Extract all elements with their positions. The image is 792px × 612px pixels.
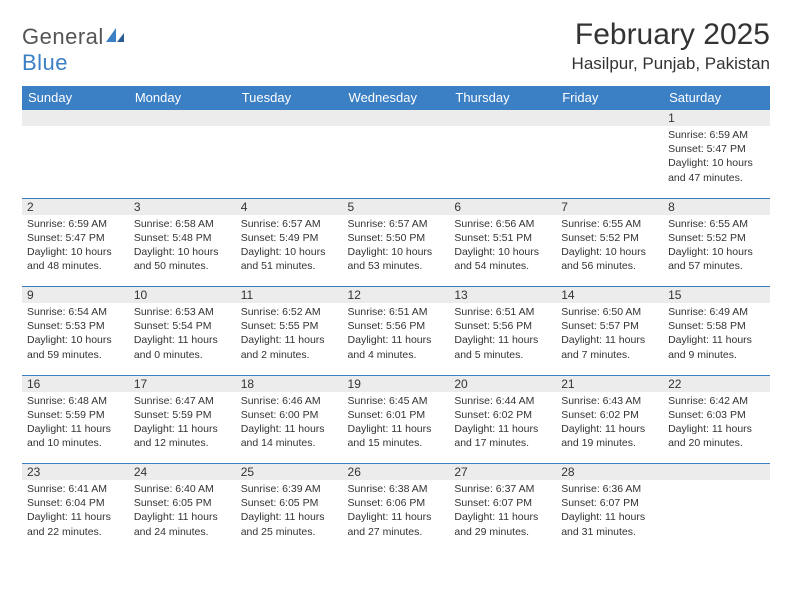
calendar-table: Sunday Monday Tuesday Wednesday Thursday… [22, 86, 770, 552]
day-number: 25 [236, 464, 343, 481]
day-number [449, 110, 556, 127]
brand-part2: Blue [22, 50, 68, 75]
day-details: Sunrise: 6:46 AM Sunset: 6:00 PM Dayligh… [236, 392, 343, 464]
day-number: 24 [129, 464, 236, 481]
day-number: 20 [449, 375, 556, 392]
dow-saturday: Saturday [663, 86, 770, 110]
day-number: 28 [556, 464, 663, 481]
dow-sunday: Sunday [22, 86, 129, 110]
brand-text: GeneralBlue [22, 24, 126, 76]
day-details: Sunrise: 6:51 AM Sunset: 5:56 PM Dayligh… [343, 303, 450, 375]
day-details: Sunrise: 6:45 AM Sunset: 6:01 PM Dayligh… [343, 392, 450, 464]
day-number: 2 [22, 198, 129, 215]
day-number: 22 [663, 375, 770, 392]
day-details: Sunrise: 6:50 AM Sunset: 5:57 PM Dayligh… [556, 303, 663, 375]
day-details: Sunrise: 6:54 AM Sunset: 5:53 PM Dayligh… [22, 303, 129, 375]
day-details: Sunrise: 6:59 AM Sunset: 5:47 PM Dayligh… [663, 126, 770, 198]
day-number: 19 [343, 375, 450, 392]
day-details [343, 126, 450, 198]
sail-icon [104, 24, 126, 50]
day-number: 15 [663, 287, 770, 304]
day-details [663, 480, 770, 552]
day-number: 27 [449, 464, 556, 481]
page-title: February 2025 [572, 18, 770, 52]
day-number: 18 [236, 375, 343, 392]
day-number: 5 [343, 198, 450, 215]
day-number [343, 110, 450, 127]
day-details: Sunrise: 6:44 AM Sunset: 6:02 PM Dayligh… [449, 392, 556, 464]
day-details: Sunrise: 6:40 AM Sunset: 6:05 PM Dayligh… [129, 480, 236, 552]
day-details: Sunrise: 6:47 AM Sunset: 5:59 PM Dayligh… [129, 392, 236, 464]
day-details: Sunrise: 6:41 AM Sunset: 6:04 PM Dayligh… [22, 480, 129, 552]
day-details [556, 126, 663, 198]
day-number [129, 110, 236, 127]
day-number: 21 [556, 375, 663, 392]
day-number [663, 464, 770, 481]
calendar-header-row: Sunday Monday Tuesday Wednesday Thursday… [22, 86, 770, 110]
day-number: 8 [663, 198, 770, 215]
day-details: Sunrise: 6:37 AM Sunset: 6:07 PM Dayligh… [449, 480, 556, 552]
day-number: 4 [236, 198, 343, 215]
day-number [236, 110, 343, 127]
location-label: Hasilpur, Punjab, Pakistan [572, 54, 770, 74]
day-number: 11 [236, 287, 343, 304]
dow-tuesday: Tuesday [236, 86, 343, 110]
day-details [449, 126, 556, 198]
brand-logo: GeneralBlue [22, 24, 126, 76]
calendar-body: 1Sunrise: 6:59 AM Sunset: 5:47 PM Daylig… [22, 110, 770, 553]
day-number: 3 [129, 198, 236, 215]
day-details [22, 126, 129, 198]
day-number [556, 110, 663, 127]
title-block: February 2025 Hasilpur, Punjab, Pakistan [572, 18, 770, 74]
day-details: Sunrise: 6:38 AM Sunset: 6:06 PM Dayligh… [343, 480, 450, 552]
day-details: Sunrise: 6:49 AM Sunset: 5:58 PM Dayligh… [663, 303, 770, 375]
day-details [236, 126, 343, 198]
day-number: 23 [22, 464, 129, 481]
day-details: Sunrise: 6:57 AM Sunset: 5:49 PM Dayligh… [236, 215, 343, 287]
day-details: Sunrise: 6:42 AM Sunset: 6:03 PM Dayligh… [663, 392, 770, 464]
day-number: 7 [556, 198, 663, 215]
dow-thursday: Thursday [449, 86, 556, 110]
dow-wednesday: Wednesday [343, 86, 450, 110]
day-details: Sunrise: 6:58 AM Sunset: 5:48 PM Dayligh… [129, 215, 236, 287]
day-details: Sunrise: 6:56 AM Sunset: 5:51 PM Dayligh… [449, 215, 556, 287]
day-number: 14 [556, 287, 663, 304]
day-details: Sunrise: 6:43 AM Sunset: 6:02 PM Dayligh… [556, 392, 663, 464]
day-details: Sunrise: 6:59 AM Sunset: 5:47 PM Dayligh… [22, 215, 129, 287]
day-details: Sunrise: 6:36 AM Sunset: 6:07 PM Dayligh… [556, 480, 663, 552]
day-details: Sunrise: 6:55 AM Sunset: 5:52 PM Dayligh… [663, 215, 770, 287]
day-number: 10 [129, 287, 236, 304]
header: GeneralBlue February 2025 Hasilpur, Punj… [22, 18, 770, 76]
day-number: 1 [663, 110, 770, 127]
day-details: Sunrise: 6:57 AM Sunset: 5:50 PM Dayligh… [343, 215, 450, 287]
day-number: 12 [343, 287, 450, 304]
dow-friday: Friday [556, 86, 663, 110]
day-number: 17 [129, 375, 236, 392]
day-details: Sunrise: 6:51 AM Sunset: 5:56 PM Dayligh… [449, 303, 556, 375]
day-number: 9 [22, 287, 129, 304]
day-details: Sunrise: 6:53 AM Sunset: 5:54 PM Dayligh… [129, 303, 236, 375]
brand-part1: General [22, 24, 104, 49]
day-details: Sunrise: 6:52 AM Sunset: 5:55 PM Dayligh… [236, 303, 343, 375]
day-details [129, 126, 236, 198]
day-details: Sunrise: 6:48 AM Sunset: 5:59 PM Dayligh… [22, 392, 129, 464]
day-number [22, 110, 129, 127]
day-details: Sunrise: 6:39 AM Sunset: 6:05 PM Dayligh… [236, 480, 343, 552]
dow-monday: Monday [129, 86, 236, 110]
day-number: 26 [343, 464, 450, 481]
day-details: Sunrise: 6:55 AM Sunset: 5:52 PM Dayligh… [556, 215, 663, 287]
day-number: 16 [22, 375, 129, 392]
day-number: 13 [449, 287, 556, 304]
day-number: 6 [449, 198, 556, 215]
